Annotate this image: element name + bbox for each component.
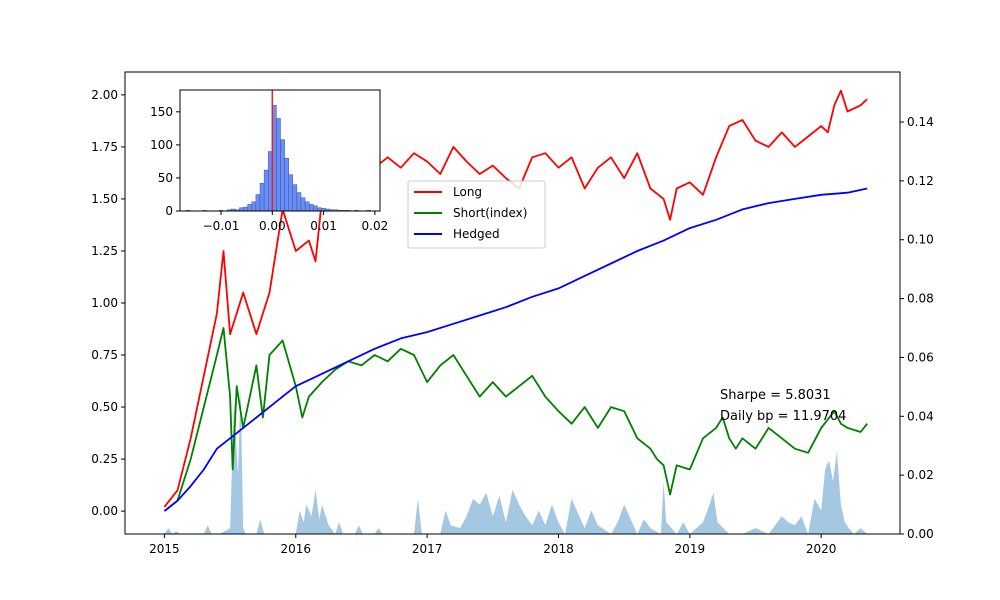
y-right-tick-label: 0.10 xyxy=(907,233,934,247)
y-axis-left: 0.00 0.25 0.50 0.75 1.00 1.25 1.50 1.75 2.00 xyxy=(91,88,125,518)
x-tick-label: 2016 xyxy=(280,542,311,556)
histogram-bar xyxy=(300,197,306,212)
histogram-bar xyxy=(292,184,298,212)
legend: Long Short(index) Hedged xyxy=(407,180,546,249)
x-tick-label: 2015 xyxy=(149,542,180,556)
legend-box xyxy=(407,180,546,249)
series-line-short-index xyxy=(163,327,868,512)
y-right-tick-label: 0.06 xyxy=(907,350,934,364)
y-left-tick-label: 1.75 xyxy=(91,140,118,154)
y-left-tick-label: 0.50 xyxy=(91,400,118,414)
y-right-tick-label: 0.00 xyxy=(907,527,934,541)
volume-area-layer xyxy=(164,386,868,534)
y-right-tick-label: 0.08 xyxy=(907,292,934,306)
histogram-bar xyxy=(309,204,314,212)
inset-y-tick-label: 50 xyxy=(158,171,173,185)
legend-label-long: Long xyxy=(453,185,482,199)
y-axis-right: 0.00 0.02 0.04 0.06 0.08 0.10 0.12 0.14 xyxy=(900,115,934,541)
histogram-bar xyxy=(284,157,289,212)
histogram-bar xyxy=(251,201,257,212)
histogram-bar xyxy=(288,174,294,212)
inset-x-axis: −0.01 0.00 0.01 0.02 xyxy=(203,211,389,233)
y-left-tick-label: 0.00 xyxy=(91,504,118,518)
y-left-tick-label: 1.00 xyxy=(91,296,118,310)
y-left-tick-label: 0.75 xyxy=(91,348,118,362)
volume-area xyxy=(164,386,868,534)
inset-y-tick-label: 150 xyxy=(150,105,173,119)
histogram-bar xyxy=(313,205,318,212)
inset-x-tick-label: −0.01 xyxy=(203,219,240,233)
inset-y-tick-label: 100 xyxy=(150,138,173,152)
x-axis: 2015 2016 2017 2018 2019 2020 xyxy=(149,534,836,556)
x-tick-label: 2017 xyxy=(412,542,443,556)
legend-label-short: Short(index) xyxy=(453,206,527,220)
inset-histogram: −0.01 0.00 0.01 0.02 0 50 100 150 xyxy=(150,89,389,233)
histogram-bar xyxy=(247,204,252,212)
y-left-tick-label: 2.00 xyxy=(91,88,118,102)
inset-x-tick-label: 0.01 xyxy=(310,219,337,233)
annotations: Sharpe = 5.8031 Daily bp = 11.9704 xyxy=(720,388,846,424)
histogram-bar xyxy=(296,192,302,212)
legend-label-hedged: Hedged xyxy=(453,227,500,241)
histogram-bar xyxy=(243,206,248,212)
daily-bp-annotation: Daily bp = 11.9704 xyxy=(720,409,846,424)
x-tick-label: 2019 xyxy=(675,542,706,556)
y-left-tick-label: 1.50 xyxy=(91,192,118,206)
y-right-tick-label: 0.12 xyxy=(907,174,934,188)
sharpe-annotation: Sharpe = 5.8031 xyxy=(720,388,831,403)
histogram-bar xyxy=(304,201,310,212)
inset-frame xyxy=(179,89,381,212)
inset-y-axis: 0 50 100 150 xyxy=(150,105,180,218)
y-right-tick-label: 0.02 xyxy=(907,468,934,482)
histogram-bar xyxy=(276,118,281,212)
inset-y-tick-label: 0 xyxy=(165,204,173,218)
y-left-tick-label: 0.25 xyxy=(91,452,118,466)
x-tick-label: 2018 xyxy=(543,542,574,556)
histogram-bar xyxy=(259,183,265,212)
inset-x-tick-label: 0.02 xyxy=(362,219,389,233)
y-left-tick-label: 1.25 xyxy=(91,244,118,258)
histogram-bar xyxy=(263,169,269,212)
inset-x-tick-label: 0.00 xyxy=(259,219,286,233)
x-tick-label: 2020 xyxy=(806,542,837,556)
y-right-tick-label: 0.14 xyxy=(907,115,934,129)
series-line-hedged xyxy=(163,187,868,512)
histogram-bar xyxy=(255,194,261,212)
y-right-tick-label: 0.04 xyxy=(907,409,934,423)
histogram-bar xyxy=(280,139,285,212)
